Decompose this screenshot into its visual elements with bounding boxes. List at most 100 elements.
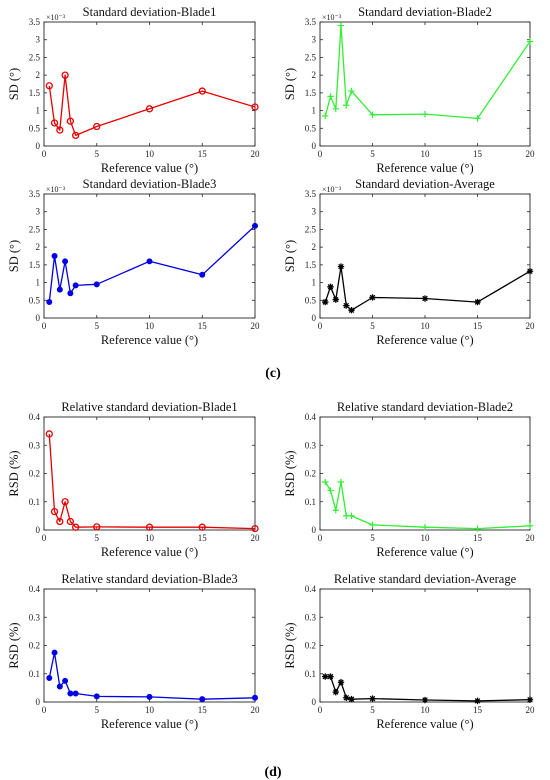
chart-d2: 0 5 10 15 20 0 0.1 0.2 0.3 0.4 Relative standard d… — [283, 400, 535, 559]
x-tick-label: 15 — [198, 533, 208, 543]
x-axis-label: Reference value (°) — [101, 333, 198, 347]
y-tick-label: 0.1 — [29, 669, 40, 679]
y-tick-label: 0.3 — [305, 440, 317, 450]
y-axis-label: RSD (%) — [7, 450, 21, 496]
chart-title: Standard deviation-Blade3 — [83, 177, 217, 191]
data-point — [56, 517, 64, 526]
data-point — [337, 263, 345, 270]
y-axis-label: RSD (%) — [283, 450, 297, 496]
data-point — [421, 110, 429, 118]
data-point — [93, 281, 100, 288]
data-point — [251, 694, 258, 701]
data-point — [51, 649, 58, 656]
data-point — [337, 679, 345, 686]
x-tick-label: 0 — [42, 533, 47, 543]
x-tick-label: 10 — [145, 533, 155, 543]
data-point — [145, 523, 154, 531]
y-tick-label: 1 — [36, 106, 41, 116]
data-point — [146, 258, 153, 265]
x-tick-label: 0 — [42, 321, 47, 331]
data-point — [145, 105, 154, 113]
data-point — [46, 299, 53, 306]
data-point — [348, 307, 355, 314]
data-point — [322, 673, 329, 680]
x-tick-label: 10 — [145, 321, 155, 331]
y-tick-label: 0.5 — [29, 123, 41, 133]
y-tick-label: 0 — [36, 697, 41, 707]
y-tick-label: 3.5 — [29, 189, 41, 199]
data-point — [199, 696, 206, 703]
data-point — [369, 695, 376, 702]
chart-c1: 0 5 10 15 20 0 0.5 1 1.5 2 2.5 3 3.5 Standard deviati… — [7, 5, 260, 175]
y-tick-label: 2.5 — [29, 52, 41, 62]
x-tick-label: 5 — [370, 149, 375, 159]
x-tick-label: 15 — [198, 705, 208, 715]
data-point — [56, 286, 63, 293]
x-axis-label: Reference value (°) — [376, 717, 473, 731]
series-line — [325, 675, 531, 702]
y-tick-label: 0.4 — [305, 584, 317, 594]
chart-c4: 0 5 10 15 20 0 0.5 1 1.5 2 2.5 3 3.5 Standard deviati… — [283, 177, 535, 347]
chart-title: Standard deviation-Average — [355, 177, 495, 191]
data-point — [146, 693, 153, 700]
data-point — [474, 525, 481, 532]
data-point — [337, 478, 345, 486]
plot-frame — [43, 588, 256, 703]
data-point — [93, 122, 101, 131]
data-point — [251, 103, 259, 111]
x-tick-label: 15 — [198, 321, 208, 331]
data-point — [72, 282, 79, 289]
data-point — [198, 87, 206, 95]
y-tick-label: 3.5 — [305, 17, 317, 27]
data-point — [421, 696, 429, 704]
y-tick-label: 1.5 — [29, 260, 41, 270]
data-point — [322, 478, 329, 486]
plot-frame — [319, 416, 531, 531]
y-tick-label: 0.3 — [29, 612, 41, 622]
data-point — [56, 126, 64, 134]
data-point — [62, 677, 69, 684]
data-point — [327, 283, 334, 291]
panel-label-d: (d) — [264, 765, 281, 780]
plot-frame — [319, 21, 531, 147]
x-tick-label: 10 — [421, 149, 431, 159]
series-line — [324, 24, 531, 120]
data-point — [343, 102, 350, 109]
data-point — [526, 696, 534, 703]
panel-label-c: (c) — [265, 366, 281, 381]
y-tick-label: 0.1 — [305, 669, 316, 679]
y-exponent-label: ×10⁻³ — [46, 13, 66, 22]
y-tick-label: 0.2 — [305, 469, 316, 479]
x-tick-label: 10 — [421, 705, 431, 715]
x-tick-label: 5 — [370, 533, 375, 543]
x-axis-label: Reference value (°) — [376, 545, 473, 559]
data-point — [51, 252, 58, 259]
x-tick-label: 5 — [370, 705, 375, 715]
data-point — [343, 694, 350, 701]
data-point — [327, 487, 334, 494]
data-point — [50, 119, 59, 127]
chart-title: Relative standard deviation-Blade3 — [61, 572, 237, 586]
y-tick-label: 0.3 — [305, 612, 317, 622]
x-axis-label: Reference value (°) — [101, 545, 198, 559]
y-exponent-label: ×10⁻³ — [46, 185, 66, 194]
x-tick-label: 20 — [251, 321, 261, 331]
series-line — [324, 265, 531, 311]
y-tick-label: 0.2 — [29, 469, 40, 479]
x-tick-label: 5 — [95, 321, 100, 331]
x-tick-label: 20 — [526, 533, 536, 543]
data-point — [369, 111, 376, 119]
data-point — [369, 294, 376, 301]
x-axis-label: Reference value (°) — [376, 161, 473, 175]
data-point — [67, 690, 74, 697]
data-point — [46, 674, 53, 681]
y-tick-label: 2 — [36, 70, 41, 80]
x-tick-label: 0 — [318, 533, 323, 543]
data-point — [61, 498, 69, 506]
y-tick-label: 2.5 — [29, 224, 41, 234]
data-point — [251, 524, 259, 533]
data-point — [198, 523, 206, 531]
data-point — [348, 695, 355, 703]
y-tick-label: 2 — [312, 70, 317, 80]
data-point — [348, 512, 355, 520]
